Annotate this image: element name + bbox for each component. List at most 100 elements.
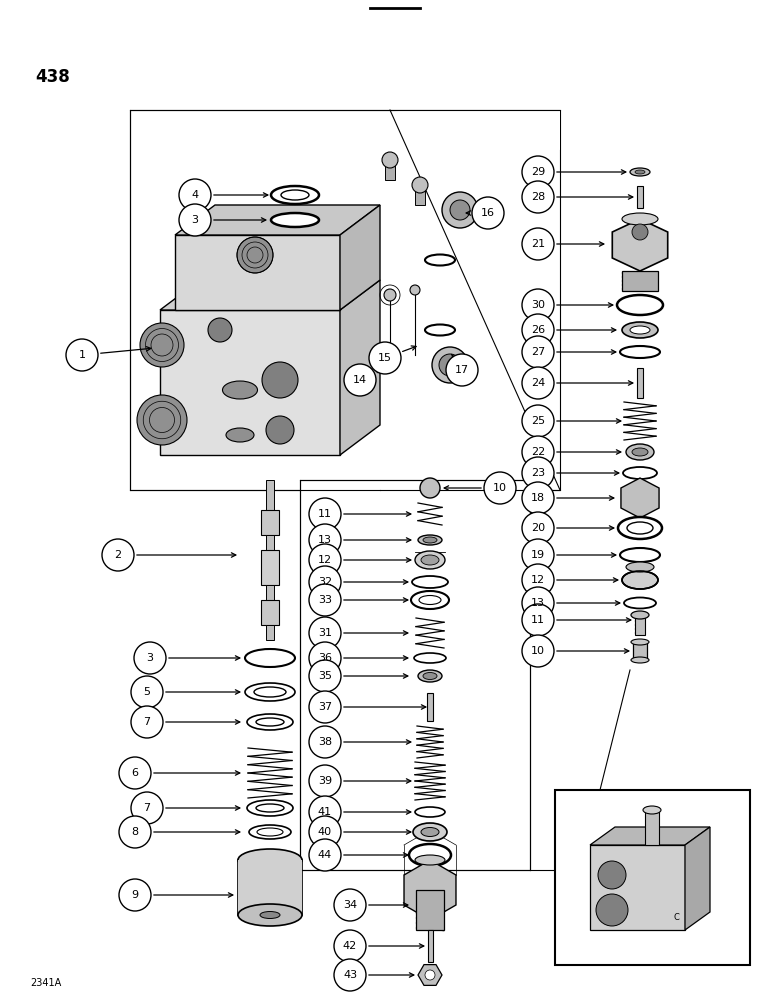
Circle shape	[384, 289, 396, 301]
Bar	[637, 368, 643, 398]
Circle shape	[412, 177, 428, 193]
Polygon shape	[612, 219, 668, 271]
Ellipse shape	[418, 670, 442, 682]
Polygon shape	[340, 205, 380, 310]
Text: 21: 21	[531, 239, 545, 249]
Circle shape	[309, 726, 341, 758]
Circle shape	[119, 757, 151, 789]
Ellipse shape	[630, 326, 650, 334]
Circle shape	[309, 544, 341, 576]
Text: 34: 34	[343, 900, 357, 910]
Ellipse shape	[256, 804, 284, 812]
Circle shape	[309, 796, 341, 828]
Bar	[266, 535, 274, 550]
Circle shape	[522, 564, 554, 596]
Text: 44: 44	[318, 850, 332, 860]
Circle shape	[410, 285, 420, 295]
Circle shape	[484, 472, 516, 504]
Ellipse shape	[222, 381, 258, 399]
Circle shape	[522, 336, 554, 368]
Text: 23: 23	[531, 468, 545, 478]
Circle shape	[598, 861, 626, 889]
Circle shape	[334, 959, 366, 991]
Text: 12: 12	[318, 555, 332, 565]
Ellipse shape	[631, 611, 649, 619]
Circle shape	[522, 512, 554, 544]
Ellipse shape	[643, 806, 661, 814]
Ellipse shape	[626, 444, 654, 460]
Ellipse shape	[415, 551, 445, 569]
Text: 1: 1	[79, 350, 86, 360]
Circle shape	[179, 179, 211, 211]
Ellipse shape	[260, 912, 280, 918]
Text: 7: 7	[144, 717, 151, 727]
Ellipse shape	[617, 295, 663, 315]
Ellipse shape	[254, 687, 286, 697]
Polygon shape	[418, 965, 442, 985]
Circle shape	[309, 642, 341, 674]
Circle shape	[179, 204, 211, 236]
Text: 32: 32	[318, 577, 332, 587]
Ellipse shape	[226, 428, 254, 442]
Ellipse shape	[631, 639, 649, 645]
Text: 4: 4	[191, 190, 198, 200]
Bar	[555, 790, 750, 965]
Ellipse shape	[271, 213, 319, 227]
Text: 14: 14	[353, 375, 367, 385]
Circle shape	[522, 405, 554, 437]
Text: 24: 24	[531, 378, 545, 388]
Ellipse shape	[620, 346, 660, 358]
Bar	[261, 550, 279, 585]
Polygon shape	[590, 845, 685, 930]
Bar	[261, 600, 279, 625]
Circle shape	[102, 539, 134, 571]
Ellipse shape	[630, 168, 650, 176]
Circle shape	[266, 416, 294, 444]
Text: 2: 2	[114, 550, 121, 560]
Bar	[427, 693, 433, 721]
Text: 27: 27	[531, 347, 545, 357]
Circle shape	[522, 539, 554, 571]
Text: 6: 6	[131, 768, 138, 778]
Text: 8: 8	[131, 827, 138, 837]
Text: 28: 28	[531, 192, 545, 202]
Circle shape	[382, 152, 398, 168]
Bar	[261, 510, 279, 535]
Ellipse shape	[256, 718, 284, 726]
Circle shape	[309, 524, 341, 556]
Circle shape	[369, 342, 401, 374]
Ellipse shape	[627, 522, 653, 534]
Ellipse shape	[421, 555, 439, 565]
Circle shape	[131, 792, 163, 824]
Text: 2341A: 2341A	[30, 978, 61, 988]
Circle shape	[522, 604, 554, 636]
Bar	[266, 585, 274, 600]
Bar	[415, 185, 425, 205]
Text: 7: 7	[144, 803, 151, 813]
Ellipse shape	[415, 855, 445, 865]
Circle shape	[140, 323, 184, 367]
Ellipse shape	[414, 653, 446, 663]
Text: 3: 3	[191, 215, 198, 225]
Text: 30: 30	[531, 300, 545, 310]
Polygon shape	[390, 110, 560, 150]
Ellipse shape	[622, 322, 658, 338]
Circle shape	[134, 642, 166, 674]
Ellipse shape	[281, 190, 309, 200]
Text: 22: 22	[531, 447, 545, 457]
Ellipse shape	[623, 467, 657, 479]
Circle shape	[596, 894, 628, 926]
Ellipse shape	[409, 844, 451, 866]
Ellipse shape	[413, 823, 447, 841]
Ellipse shape	[238, 849, 302, 871]
Circle shape	[522, 156, 554, 188]
Ellipse shape	[412, 576, 448, 588]
Circle shape	[309, 765, 341, 797]
Ellipse shape	[245, 649, 295, 667]
Polygon shape	[130, 110, 560, 490]
Text: 11: 11	[531, 615, 545, 625]
Circle shape	[450, 200, 470, 220]
Circle shape	[309, 816, 341, 848]
Bar	[645, 810, 659, 845]
Text: 25: 25	[531, 416, 545, 426]
